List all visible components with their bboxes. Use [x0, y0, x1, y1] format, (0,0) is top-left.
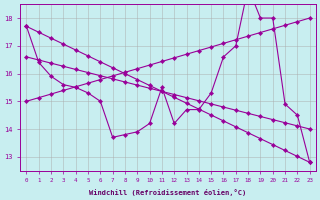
X-axis label: Windchill (Refroidissement éolien,°C): Windchill (Refroidissement éolien,°C) — [90, 189, 247, 196]
